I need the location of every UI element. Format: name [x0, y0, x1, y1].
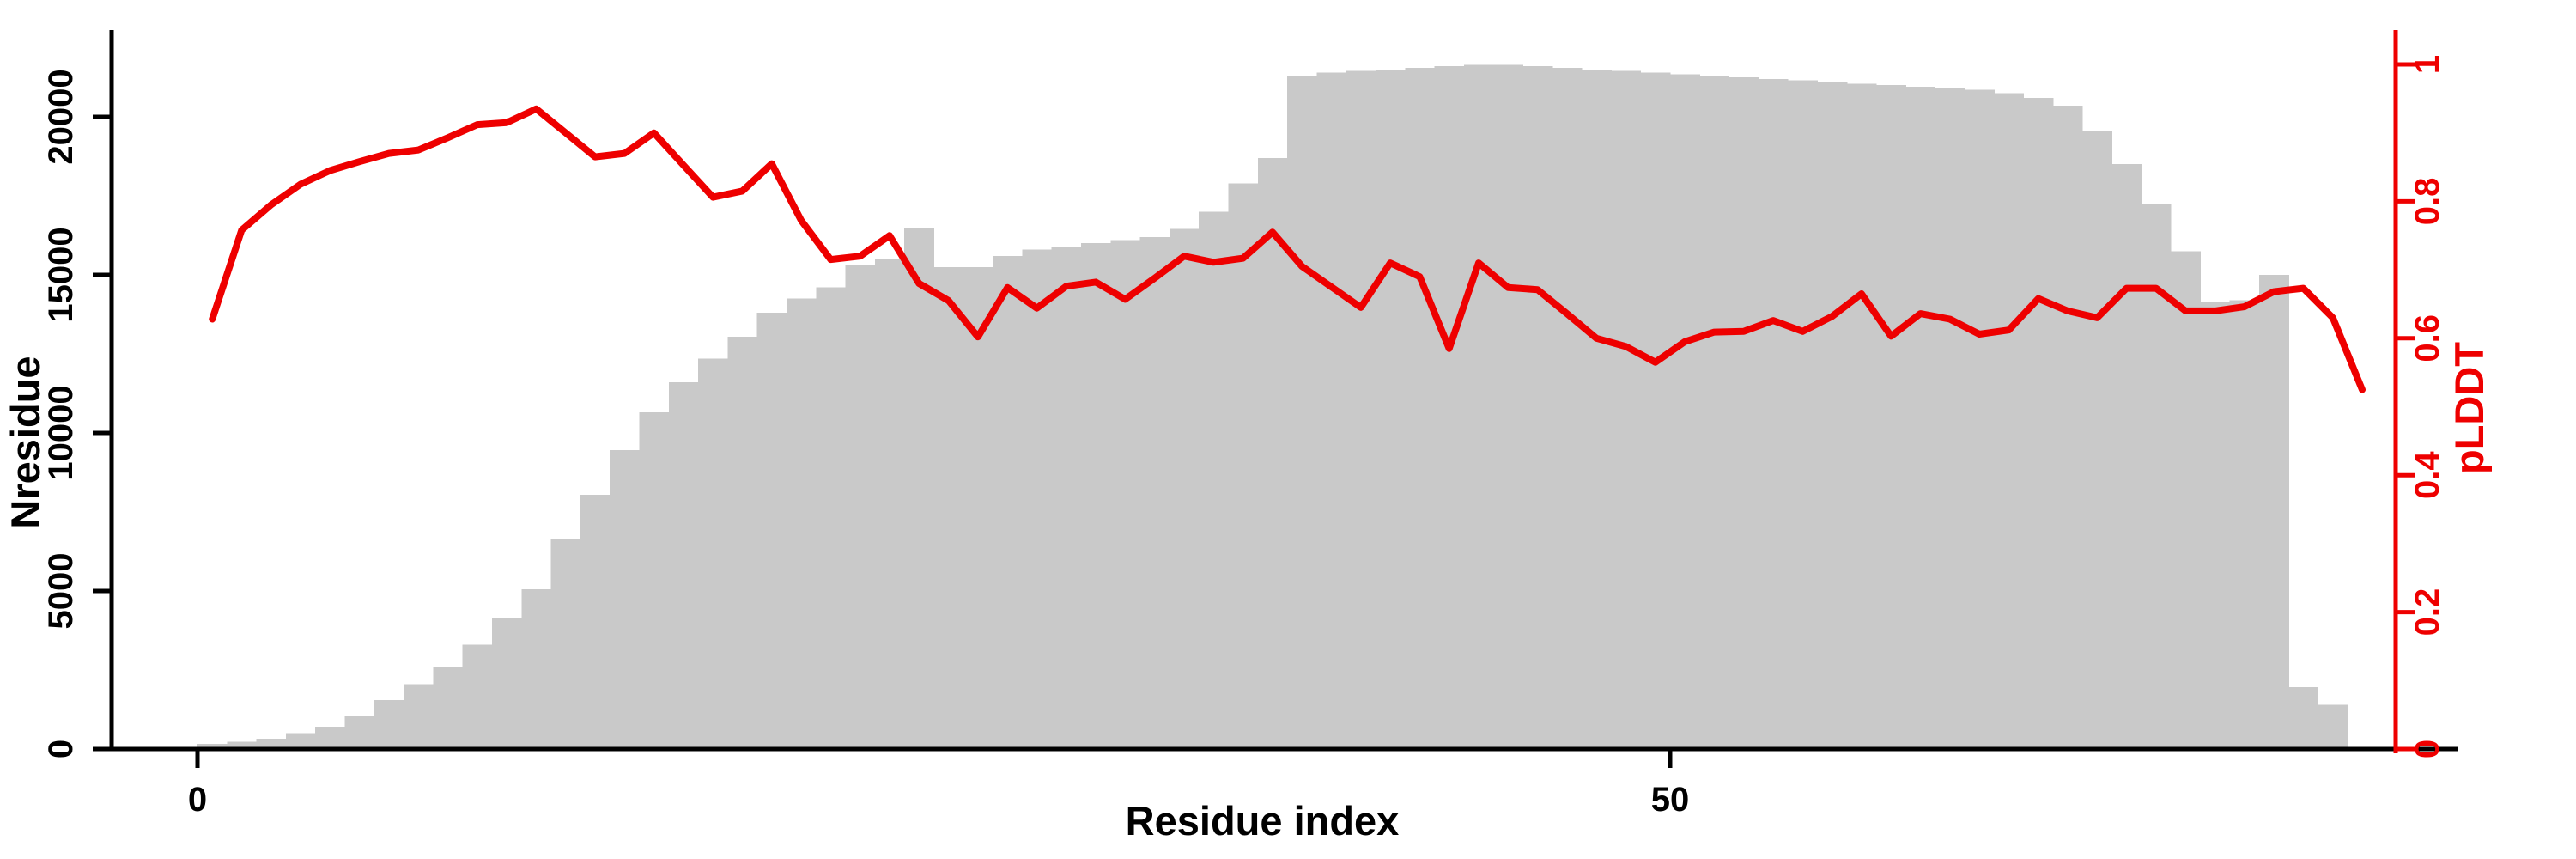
bar-residue-4 — [285, 733, 316, 749]
bar-residue-32 — [1110, 240, 1141, 749]
bar-residue-36 — [1228, 183, 1259, 750]
left-axis-tick-label: 10000 — [42, 385, 80, 480]
bar-residue-55 — [1788, 80, 1818, 749]
right-axis-tick-label: 0.4 — [2409, 451, 2446, 499]
bar-residue-21 — [787, 298, 817, 750]
bar-residue-69 — [2200, 302, 2231, 749]
bar-residue-11 — [492, 618, 522, 749]
right-axis: 0 0.2 0.4 0.6 0.8 1 — [2393, 30, 2446, 758]
right-axis-tick-label: 0.2 — [2409, 588, 2446, 637]
bar-residue-10 — [462, 644, 493, 749]
right-axis-tick-label: 1 — [2409, 55, 2446, 74]
bar-residue-43 — [1434, 66, 1465, 750]
left-axis: 0 5000 10000 15000 20000 — [42, 30, 114, 758]
bar-residue-39 — [1316, 72, 1347, 749]
bar-residue-3 — [256, 738, 287, 749]
bar-residue-8 — [404, 684, 434, 749]
bar-residue-51 — [1670, 74, 1700, 750]
bar-residue-24 — [874, 259, 905, 750]
x-axis-tick-label: 0 — [188, 781, 207, 819]
bar-residue-26 — [933, 266, 964, 749]
bar-residue-57 — [1846, 83, 1877, 749]
bar-residue-45 — [1493, 64, 1523, 750]
bar-residue-12 — [521, 589, 552, 749]
bar-residue-35 — [1199, 211, 1229, 749]
bar-residue-7 — [374, 700, 404, 749]
bar-residue-38 — [1287, 76, 1317, 749]
bar-residue-30 — [1051, 246, 1082, 749]
bar-residue-23 — [845, 265, 876, 749]
bar-residue-70 — [2229, 300, 2260, 749]
bar-residue-28 — [993, 255, 1023, 749]
bar-residue-46 — [1522, 66, 1553, 750]
bar-residue-66 — [2111, 164, 2142, 749]
bar-residue-5 — [315, 727, 345, 749]
bar-residue-2 — [227, 741, 258, 749]
x-axis: 0 50 — [110, 746, 2458, 819]
bar-residue-37 — [1257, 157, 1288, 750]
bar-residue-33 — [1139, 236, 1170, 749]
bar-residue-71 — [2259, 275, 2289, 749]
bar-residue-63 — [2023, 97, 2054, 749]
left-axis-tick-label: 0 — [42, 740, 80, 758]
left-axis-tick-label: 5000 — [42, 553, 80, 630]
bar-residue-18 — [698, 358, 728, 749]
bar-residue-54 — [1758, 78, 1789, 750]
bar-residue-47 — [1552, 68, 1583, 749]
bar-residue-68 — [2171, 251, 2201, 749]
bar-residue-44 — [1463, 64, 1494, 750]
bar-residue-40 — [1346, 70, 1376, 750]
bar-residue-62 — [1994, 93, 2025, 749]
right-axis-tick-label: 0.6 — [2409, 314, 2446, 362]
left-axis-tick-label: 20000 — [42, 69, 80, 164]
bar-residue-19 — [727, 336, 758, 749]
bar-residue-31 — [1081, 243, 1111, 749]
bar-residue-56 — [1817, 82, 1848, 749]
bar-residue-59 — [1905, 87, 1936, 749]
bar-residue-34 — [1169, 228, 1200, 750]
bar-residue-41 — [1376, 69, 1406, 750]
bar-residue-25 — [904, 227, 934, 749]
bar-residue-72 — [2288, 687, 2319, 749]
bar-residue-53 — [1728, 77, 1759, 749]
x-axis-tick-label: 50 — [1651, 781, 1690, 819]
right-axis-tick-label: 0.8 — [2409, 178, 2446, 226]
bar-residue-16 — [639, 412, 670, 749]
bar-residue-58 — [1876, 85, 1906, 749]
left-axis-title: Nresidue — [3, 356, 48, 528]
bar-residue-61 — [1965, 89, 1995, 749]
bar-residue-52 — [1699, 76, 1730, 749]
bar-residue-27 — [963, 266, 993, 749]
left-axis-tick-label: 15000 — [42, 227, 80, 322]
bar-residue-48 — [1582, 69, 1612, 750]
bar-residue-14 — [580, 494, 611, 749]
plddt-line — [209, 105, 2366, 393]
bar-residue-6 — [344, 716, 375, 749]
bar-residue-13 — [550, 539, 581, 749]
bar-residue-73 — [2318, 704, 2348, 749]
bar-residue-29 — [1022, 249, 1053, 750]
bar-residue-15 — [610, 450, 640, 749]
bar-residue-20 — [756, 313, 787, 749]
bar-residue-50 — [1640, 72, 1671, 749]
bar-residue-9 — [433, 667, 464, 749]
bar-residue-17 — [668, 382, 699, 749]
x-axis-title: Residue index — [1126, 798, 1400, 844]
bar-residue-22 — [816, 287, 847, 749]
bar-residue-65 — [2082, 131, 2112, 750]
bar-residue-64 — [2052, 106, 2083, 750]
bar-residue-1 — [197, 744, 228, 749]
bar-residue-42 — [1405, 68, 1436, 749]
bar-residue-60 — [1935, 88, 1965, 749]
bar-residue-49 — [1611, 70, 1642, 750]
nresidue-bars — [197, 64, 2348, 750]
right-axis-tick-label: 0 — [2409, 740, 2446, 758]
right-axis-title: pLDDT — [2446, 342, 2492, 474]
